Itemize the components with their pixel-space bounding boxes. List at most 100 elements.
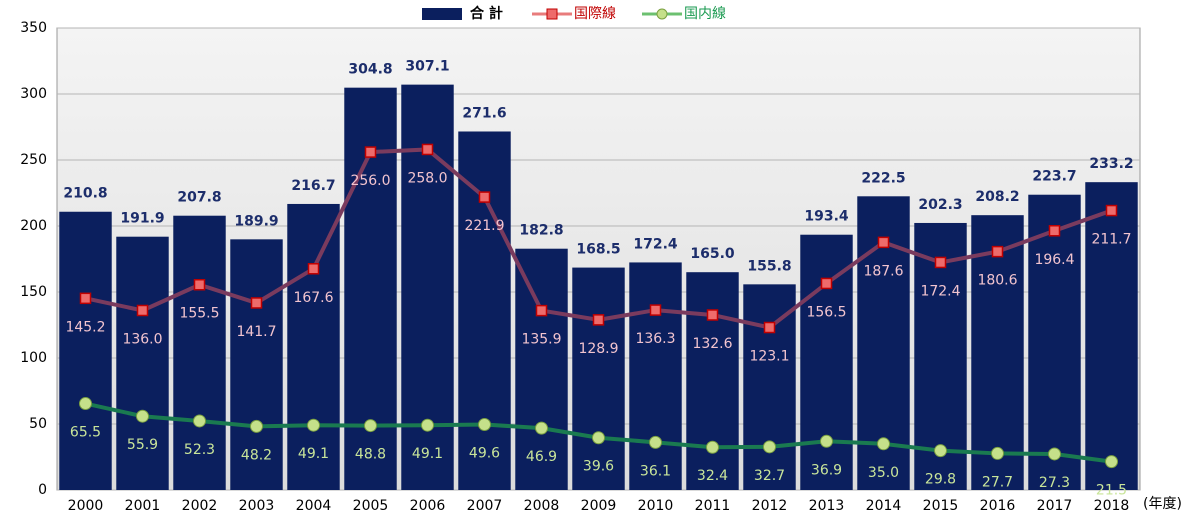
line-value-label: 48.8: [355, 447, 386, 463]
line-value-label: 36.1: [640, 463, 671, 479]
bar: [116, 236, 169, 490]
marker: [193, 278, 206, 291]
marker: [934, 256, 947, 269]
x-tick-label: 2009: [581, 498, 617, 514]
bar-value-label: 233.2: [1089, 156, 1133, 172]
line-value-label: 27.3: [1039, 475, 1070, 491]
x-tick-label: 2018: [1094, 498, 1130, 514]
bar-value-label: 307.1: [405, 59, 449, 75]
marker: [193, 414, 206, 428]
marker: [706, 309, 719, 321]
line-value-label: 52.3: [184, 442, 215, 458]
bar: [515, 248, 568, 490]
bar-value-label: 182.8: [519, 223, 563, 239]
line-value-label: 46.9: [526, 449, 557, 465]
marker: [307, 263, 320, 275]
y-tick-label: 100: [20, 350, 47, 366]
marker: [649, 304, 662, 316]
marker: [307, 418, 320, 432]
legend-marker: [546, 8, 558, 20]
bar: [971, 215, 1024, 490]
bar: [59, 211, 112, 490]
line-value-label: 196.4: [1034, 252, 1074, 268]
legend-swatch: [422, 8, 462, 20]
bar-value-label: 208.2: [975, 189, 1019, 205]
x-unit: (年度): [1143, 496, 1182, 512]
bar: [1085, 182, 1138, 490]
bar-value-label: 191.9: [120, 211, 164, 227]
bar-value-label: 271.6: [462, 105, 506, 121]
marker: [877, 236, 890, 249]
marker: [1048, 447, 1061, 461]
y-tick-label: 300: [20, 86, 47, 102]
marker: [763, 321, 776, 334]
bar-value-label: 223.7: [1032, 169, 1076, 185]
bar: [572, 267, 625, 490]
line-value-label: 128.9: [578, 341, 618, 357]
line-value-label: 49.1: [412, 446, 443, 462]
bar: [173, 215, 226, 491]
x-tick-label: 2005: [353, 498, 389, 514]
line-value-label: 145.2: [65, 319, 105, 335]
bar-value-label: 189.9: [234, 213, 278, 229]
line-value-label: 32.4: [697, 468, 728, 484]
y-tick-label: 0: [38, 482, 47, 498]
marker: [364, 146, 377, 158]
x-tick-label: 2011: [695, 498, 731, 514]
line-value-label: 36.9: [811, 462, 842, 478]
marker: [1048, 225, 1061, 237]
y-tick-label: 50: [29, 416, 47, 432]
x-tick-label: 2004: [296, 498, 332, 514]
legend-label: 国際線: [574, 6, 616, 22]
marker: [535, 304, 548, 317]
bar: [287, 203, 340, 490]
x-tick-label: 2007: [467, 498, 503, 514]
marker: [535, 421, 548, 435]
marker: [592, 314, 605, 326]
bar-value-label: 222.5: [861, 170, 905, 186]
bar: [800, 234, 853, 490]
bar-value-label: 304.8: [348, 62, 392, 78]
marker: [877, 437, 890, 451]
line-value-label: 221.9: [464, 218, 504, 234]
x-tick-label: 2015: [923, 498, 959, 514]
line-value-label: 258.0: [407, 170, 447, 186]
line-value-label: 29.8: [925, 472, 956, 488]
x-tick-label: 2001: [125, 498, 161, 514]
x-tick-label: 2003: [239, 498, 275, 514]
x-tick-label: 2008: [524, 498, 560, 514]
x-tick-label: 2010: [638, 498, 674, 514]
line-value-label: 39.6: [583, 459, 614, 475]
marker: [820, 277, 833, 290]
line-value-label: 167.6: [293, 290, 333, 306]
legend-label: 合 計: [470, 5, 503, 22]
y-tick-label: 200: [20, 218, 47, 234]
line-value-label: 132.6: [692, 336, 732, 352]
x-tick-label: 2000: [68, 498, 104, 514]
marker: [136, 409, 149, 423]
marker: [250, 297, 263, 309]
marker: [250, 419, 263, 433]
marker: [421, 418, 434, 432]
line-value-label: 141.7: [236, 324, 276, 340]
line-value-label: 180.6: [977, 273, 1017, 289]
marker: [763, 440, 776, 454]
marker: [136, 304, 149, 317]
line-value-label: 27.7: [982, 474, 1013, 490]
bar-value-label: 202.3: [918, 197, 962, 213]
marker: [706, 440, 719, 454]
line-value-label: 155.5: [179, 306, 219, 322]
bar-value-label: 216.7: [291, 178, 335, 194]
marker: [649, 435, 662, 449]
line-value-label: 55.9: [127, 437, 158, 453]
line-value-label: 65.5: [70, 425, 101, 441]
x-tick-label: 2012: [752, 498, 788, 514]
bar-value-label: 168.5: [576, 242, 620, 258]
marker: [934, 444, 947, 458]
line-value-label: 172.4: [920, 283, 960, 299]
bar: [686, 272, 739, 490]
bar-value-label: 210.8: [63, 186, 107, 202]
x-tick-label: 2006: [410, 498, 446, 514]
bar: [458, 131, 511, 490]
line-value-label: 211.7: [1091, 232, 1131, 248]
